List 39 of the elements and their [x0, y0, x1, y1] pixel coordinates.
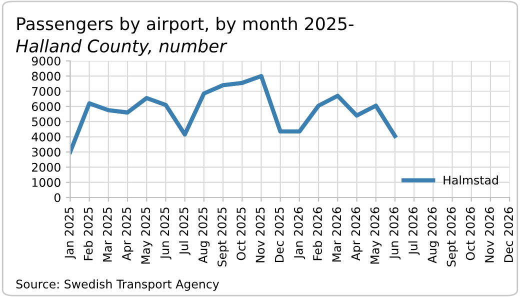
x-tick-label: Nov 2026 [484, 207, 494, 262]
x-tick-label: Aug 2026 [428, 207, 439, 264]
y-tick-label: 1000 [32, 178, 60, 187]
x-tick-label: Oct 2026 [466, 207, 475, 260]
x-tick-label: Apr 2025 [122, 208, 134, 261]
y-tick-label: 0 [54, 193, 60, 202]
x-tick-label: Dec 2025 [274, 208, 284, 262]
x-tick-label: May 2025 [141, 208, 152, 264]
y-tick-label: 4000 [32, 132, 60, 142]
legend-label: Halmstad [444, 175, 498, 185]
y-tick-label: 3000 [32, 148, 60, 157]
x-tick-label: Jun 2026 [389, 207, 401, 260]
source-note: Source: Swedish Transport Agency [16, 279, 220, 291]
y-tick-label: 5000 [32, 117, 60, 126]
x-tick-label: Oct 2025 [236, 208, 246, 260]
x-tick-label: Jan 2026 [294, 207, 306, 260]
x-tick-label: Mar 2026 [332, 207, 342, 262]
x-tick-label: Feb 2025 [84, 208, 93, 260]
x-tick-label: Sept 2025 [218, 208, 229, 266]
x-tick-label: Nov 2025 [256, 208, 265, 262]
x-tick-label: Sept 2026 [446, 207, 458, 266]
x-tick-label: Apr 2026 [351, 207, 362, 261]
y-tick-label: 8000 [32, 72, 60, 81]
y-tick-label: 7000 [32, 86, 60, 96]
chart-title: Passengers by airport, by month 2025- [17, 16, 354, 34]
x-tick-label: Mar 2025 [102, 208, 112, 262]
x-tick-label: Jul 2025 [179, 208, 190, 256]
x-tick-label: Jul 2026 [408, 207, 420, 256]
x-tick-label: Jan 2025 [64, 208, 76, 260]
chart-subtitle: Halland County, number [16, 39, 228, 56]
x-tick-label: Jun 2025 [160, 208, 172, 260]
x-tick-label: Dec 2026 [504, 207, 514, 262]
x-tick-label: Feb 2026 [312, 207, 322, 260]
y-tick-label: 6000 [32, 102, 60, 112]
x-tick-label: Aug 2025 [198, 208, 210, 264]
y-tick-label: 2000 [32, 162, 60, 172]
x-tick-label: May 2026 [370, 207, 382, 264]
line-series [70, 74, 398, 154]
y-tick-label: 9000 [32, 56, 60, 66]
